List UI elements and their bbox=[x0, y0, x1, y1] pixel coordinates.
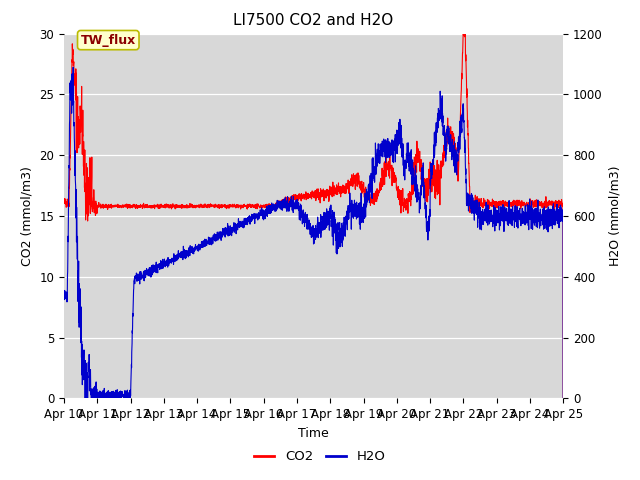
Legend: CO2, H2O: CO2, H2O bbox=[249, 445, 391, 468]
X-axis label: Time: Time bbox=[298, 427, 329, 440]
Title: LI7500 CO2 and H2O: LI7500 CO2 and H2O bbox=[234, 13, 394, 28]
Y-axis label: H2O (mmol/m3): H2O (mmol/m3) bbox=[608, 166, 621, 266]
Text: TW_flux: TW_flux bbox=[81, 34, 136, 47]
Y-axis label: CO2 (mmol/m3): CO2 (mmol/m3) bbox=[21, 166, 34, 266]
